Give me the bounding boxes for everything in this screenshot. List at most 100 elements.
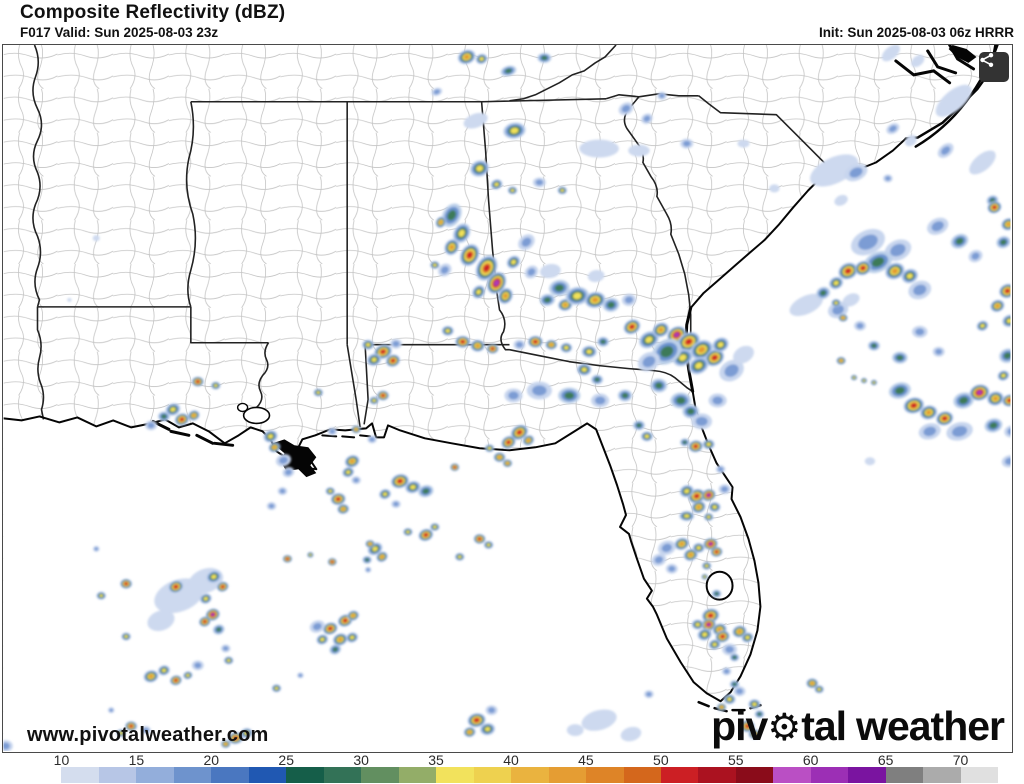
radar-cell [463,112,488,129]
radar-cell [911,54,925,68]
radar-cell [405,481,421,494]
radar-cell [107,707,115,714]
radar-cell [168,580,184,593]
radar-cell [367,353,382,366]
radar-cell [650,378,668,393]
colorbar-segment [735,767,774,783]
radar-cell [953,392,974,409]
radar-cell [701,488,716,502]
radar-cell [548,279,570,297]
radar-cell [532,177,546,188]
radar-cell [329,644,342,655]
radar-cell [850,228,885,256]
radar-cell [503,122,526,139]
radar-cell [174,413,189,426]
radar-cell [391,474,409,489]
radar-cell [870,379,878,386]
radar-cell [721,667,732,676]
radar-cell [710,546,723,557]
radar-cell [187,410,200,421]
radar-cell [688,357,709,375]
init-time-label: Init: Sun 2025-08-03 06z HRRR [818,25,1014,40]
radar-cell [518,234,535,251]
radar-cell [374,344,392,359]
radar-cell [513,339,526,350]
radar-cell [716,703,727,712]
radar-cell [999,348,1011,363]
radar-cell [999,283,1011,299]
radar-cell [969,384,990,401]
radar-cell [737,139,750,148]
radar-cell [579,139,619,158]
radar-cell [741,632,754,643]
radar-cell [220,644,231,653]
radar-cell [199,593,212,604]
radar-cell [92,235,100,242]
radar-cell [838,313,848,322]
radar-cell [691,413,713,430]
radar-cell [911,325,928,338]
radar-cell [932,346,945,357]
radar-cell [277,487,288,496]
radar-cell [191,376,204,387]
radar-cell [455,335,471,348]
radar-cell [403,527,413,536]
radar-cell [748,729,761,740]
radar-cell [722,643,738,656]
radar-cell [297,672,304,679]
radar-cell [708,393,727,408]
radar-cell [637,351,660,372]
radar-cell [936,411,954,426]
radar-cell [628,144,650,157]
colorbar-segment [323,767,362,783]
colorbar-tick: 35 [428,752,444,768]
radar-cell [431,87,443,97]
radar-cell [901,268,918,284]
radar-cell [842,293,860,307]
colorbar-segment [361,767,399,783]
colorbar-segment [24,767,62,783]
radar-cell [836,356,846,365]
radar-cell [450,463,460,472]
radar-cell [457,49,476,65]
radar-reflectivity-layer [3,45,1011,751]
colorbar-tick: 45 [578,752,594,768]
colorbar-segment [136,767,174,783]
colorbar-tick: 15 [128,752,145,768]
radar-cell [892,351,908,364]
radar-cell [701,573,708,580]
radar-cell [816,286,831,300]
radar-cell [418,484,434,498]
colorbar-segment [586,767,624,783]
radar-cell [597,336,610,347]
radar-cell [364,566,372,573]
share-icon [980,53,994,67]
radar-cell [120,578,133,589]
colorbar-segment [773,767,811,783]
radar-cell [968,249,983,263]
share-button[interactable] [979,52,1009,82]
radar-cell [490,179,503,190]
radar-cell [472,285,486,299]
radar-cell [501,435,516,449]
radar-cell [854,260,872,276]
radar-cell [623,319,641,335]
radar-cell [701,618,716,631]
colorbar-segment [98,767,137,783]
radar-cell [565,286,589,305]
radar-cell [920,405,938,420]
radar-cell [680,138,694,149]
radar-cell [640,431,653,442]
radar-cell [539,263,561,279]
radar-cell [703,513,714,521]
radar-cell [362,555,372,564]
radar-cell [385,354,401,367]
radar-map[interactable]: www.pivotalweather.com piv⚙tal weather [2,44,1013,753]
radar-cell [198,616,211,627]
radar-cell [617,389,633,402]
radar-cell [205,608,220,621]
colorbar-tick-labels: 10 15 20 25 30 35 40 45 50 55 60 65 70 [0,752,1024,768]
radar-cell [307,551,314,558]
radar-cell [435,216,447,228]
radar-cell [351,425,361,434]
